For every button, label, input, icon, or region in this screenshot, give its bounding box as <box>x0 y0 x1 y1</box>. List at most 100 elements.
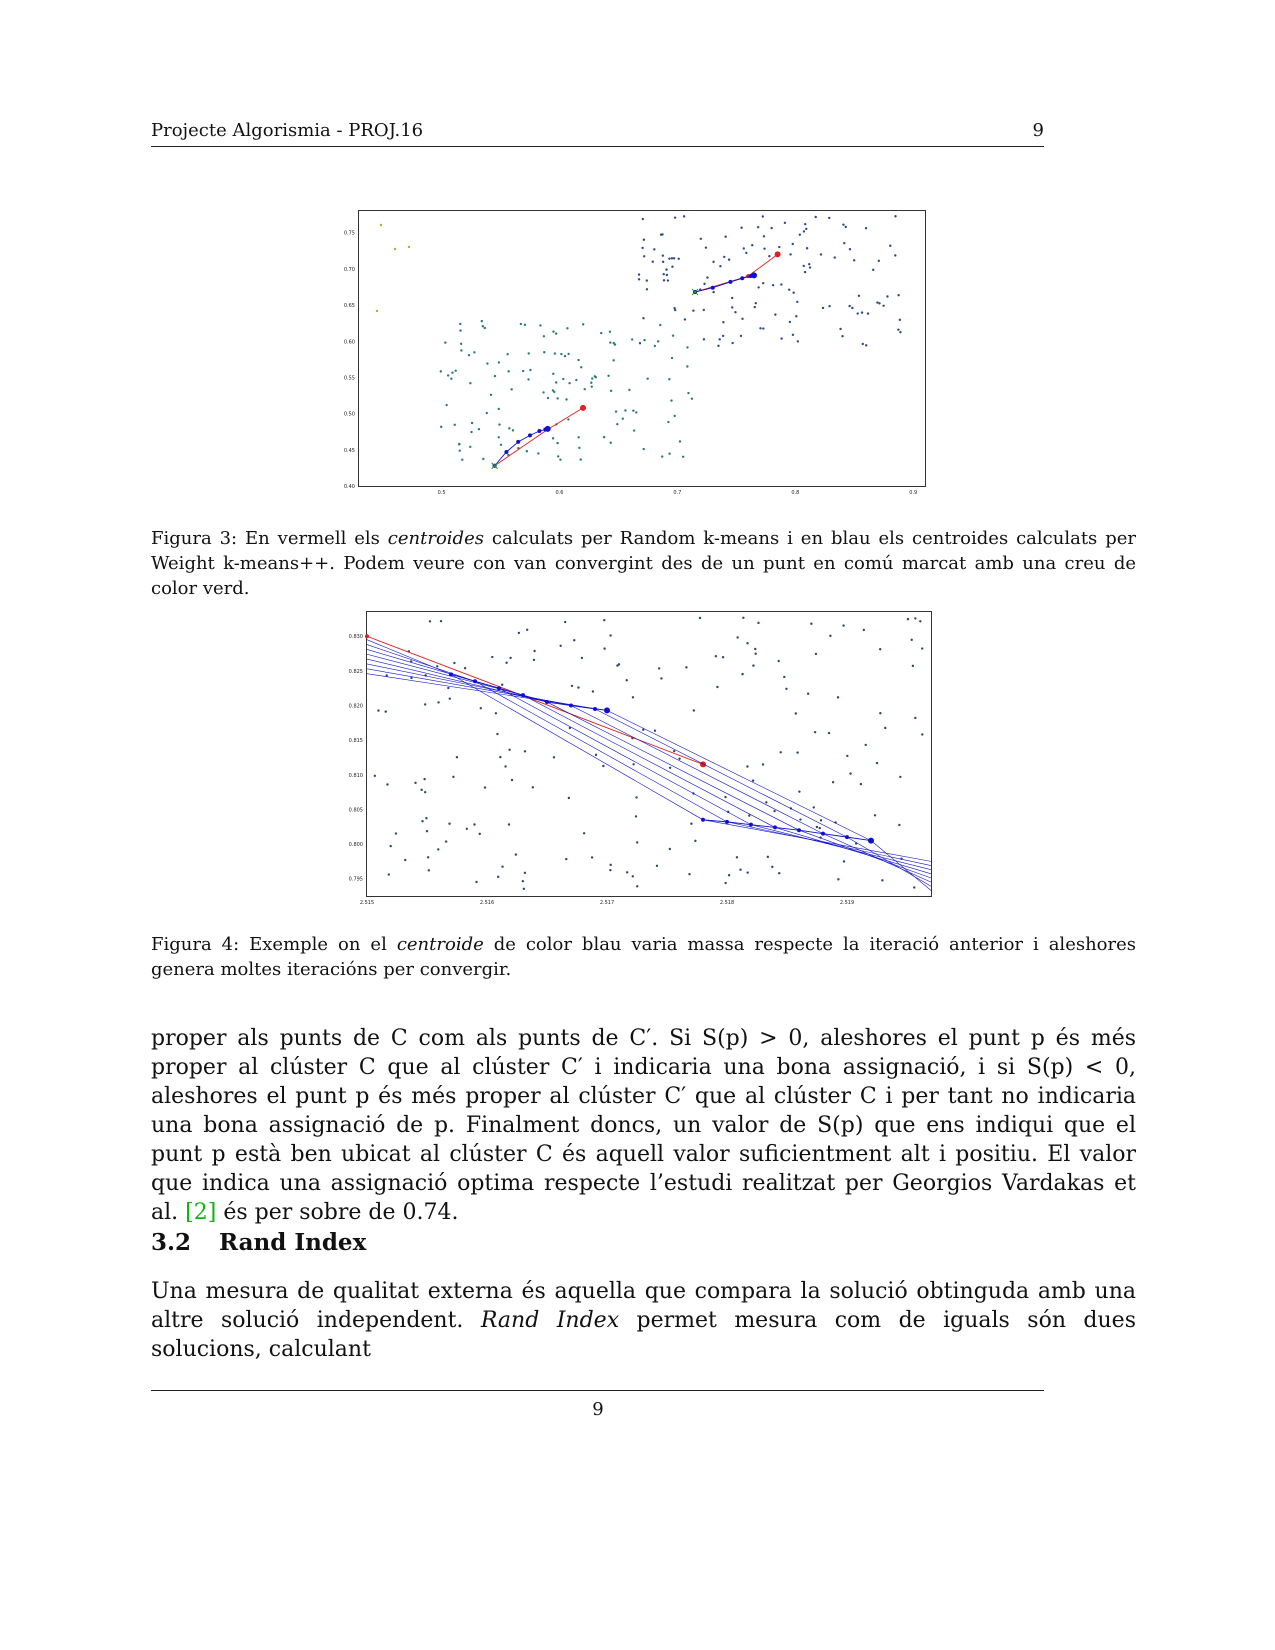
data-point <box>864 227 868 230</box>
data-point <box>721 656 725 659</box>
data-point <box>453 423 456 427</box>
data-point <box>771 865 774 869</box>
data-point <box>659 323 662 327</box>
data-point <box>848 304 851 308</box>
data-point <box>385 674 388 677</box>
data-point <box>637 278 641 281</box>
data-point <box>563 354 567 358</box>
data-point <box>852 259 856 262</box>
red_path_cluster1-point <box>580 404 587 411</box>
data-point <box>783 221 787 225</box>
data-point <box>590 381 593 384</box>
blue_oscillation_low-line <box>702 819 872 842</box>
data-point <box>608 330 612 333</box>
data-point <box>628 388 631 392</box>
data-point <box>666 279 670 282</box>
data-point <box>724 881 727 885</box>
data-point <box>485 411 489 415</box>
data-point <box>906 617 910 621</box>
data-point <box>427 869 430 872</box>
data-point <box>609 441 612 444</box>
data-point <box>860 311 864 314</box>
red_path_cluster2-line <box>694 254 778 293</box>
iteration-line <box>606 710 872 841</box>
data-point <box>657 340 660 343</box>
data-point <box>444 840 448 843</box>
data-point <box>798 790 801 793</box>
x-tick-label: 2.518 <box>720 900 734 906</box>
data-point <box>393 247 397 251</box>
data-point <box>731 306 734 309</box>
data-point <box>897 293 900 297</box>
data-point <box>491 655 494 659</box>
data-point <box>425 830 429 833</box>
data-point <box>379 223 383 227</box>
data-point <box>624 409 627 412</box>
footer-rule <box>151 1390 1044 1391</box>
data-point <box>504 765 507 768</box>
data-point <box>670 257 674 260</box>
figure-3-scatter-plot: 0.5 0.6 0.7 0.8 0.9 0.40 0.45 0.50 0.55 0.60 0.65 0… <box>344 210 926 496</box>
data-point <box>745 251 748 255</box>
figure-3-svg: 0.5 0.6 0.7 0.8 0.9 0.40 0.45 0.50 0.55 0.60 0.65 0… <box>344 215 917 496</box>
data-point <box>678 440 682 443</box>
iteration-line <box>450 674 704 821</box>
data-point <box>742 247 745 250</box>
data-point <box>377 709 380 712</box>
data-point <box>841 334 844 338</box>
data-point <box>508 427 511 430</box>
y-tick-label: 0.50 <box>344 412 355 418</box>
data-point <box>445 403 448 407</box>
data-point <box>884 726 887 730</box>
y-tick-label: 0.820 <box>349 704 363 710</box>
data-point <box>802 230 806 233</box>
data-point <box>919 620 922 623</box>
data-point <box>630 338 634 341</box>
data-point <box>632 409 635 412</box>
x-tick-label: 2.517 <box>600 900 614 906</box>
data-point <box>590 385 593 388</box>
data-point <box>659 233 663 236</box>
data-point <box>777 659 780 663</box>
blue_path_cluster1-point <box>516 439 521 444</box>
data-point <box>672 749 676 753</box>
data-point <box>736 636 739 639</box>
green-cross-marker <box>691 288 699 296</box>
data-point <box>795 315 798 318</box>
data-point <box>459 322 462 326</box>
data-point <box>465 827 469 830</box>
data-point <box>703 282 706 286</box>
data-point <box>661 254 665 257</box>
data-point <box>389 844 392 848</box>
blue_path_cluster2-point <box>740 276 745 281</box>
data-point <box>921 733 924 736</box>
data-point <box>459 329 462 332</box>
data-point <box>810 622 813 625</box>
data-point <box>671 265 674 268</box>
data-point <box>877 259 881 262</box>
data-point <box>828 304 831 308</box>
data-point <box>920 647 924 650</box>
data-point <box>748 814 751 817</box>
data-point <box>454 369 457 372</box>
data-point <box>497 436 500 439</box>
data-point <box>493 374 497 378</box>
citation-link[interactable]: [2] <box>185 1200 217 1225</box>
data-point <box>688 872 691 876</box>
figure-3-caption-pre: En vermell els <box>245 528 380 549</box>
data-point <box>686 365 689 368</box>
data-point <box>796 300 799 304</box>
data-point <box>842 624 845 627</box>
data-point <box>734 310 737 314</box>
data-point <box>803 222 807 226</box>
data-point <box>754 652 757 655</box>
data-point <box>805 227 808 231</box>
data-point <box>851 306 854 310</box>
data-point <box>616 423 619 426</box>
data-point <box>460 349 463 352</box>
data-point <box>556 455 560 458</box>
data-point <box>631 875 634 878</box>
data-point <box>477 427 481 431</box>
data-point <box>665 268 668 271</box>
